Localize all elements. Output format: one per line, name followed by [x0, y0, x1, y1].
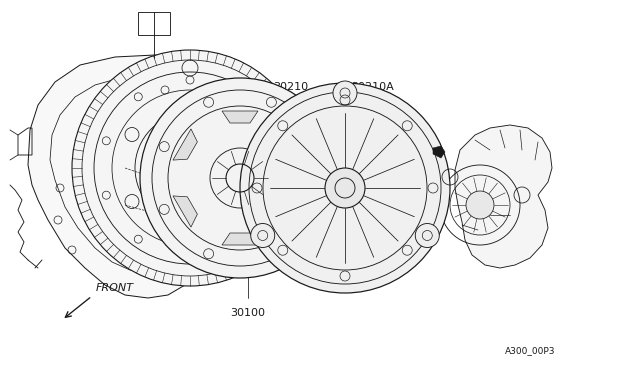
Text: FRONT: FRONT [96, 283, 134, 293]
Circle shape [72, 50, 308, 286]
Text: 30210A: 30210A [351, 82, 394, 92]
Polygon shape [28, 55, 218, 298]
Polygon shape [222, 233, 258, 245]
Polygon shape [455, 125, 552, 268]
Circle shape [240, 83, 450, 293]
Circle shape [415, 224, 439, 247]
Polygon shape [173, 129, 197, 160]
Polygon shape [173, 196, 197, 227]
Text: 30210: 30210 [273, 82, 308, 92]
Polygon shape [283, 129, 307, 160]
Polygon shape [222, 111, 258, 123]
Circle shape [140, 78, 340, 278]
Text: 30100: 30100 [230, 308, 266, 318]
Text: A300_00P3: A300_00P3 [504, 346, 555, 355]
Circle shape [333, 81, 357, 105]
Polygon shape [433, 146, 445, 158]
Circle shape [251, 224, 275, 247]
Circle shape [325, 168, 365, 208]
Circle shape [466, 191, 494, 219]
Polygon shape [283, 196, 307, 227]
